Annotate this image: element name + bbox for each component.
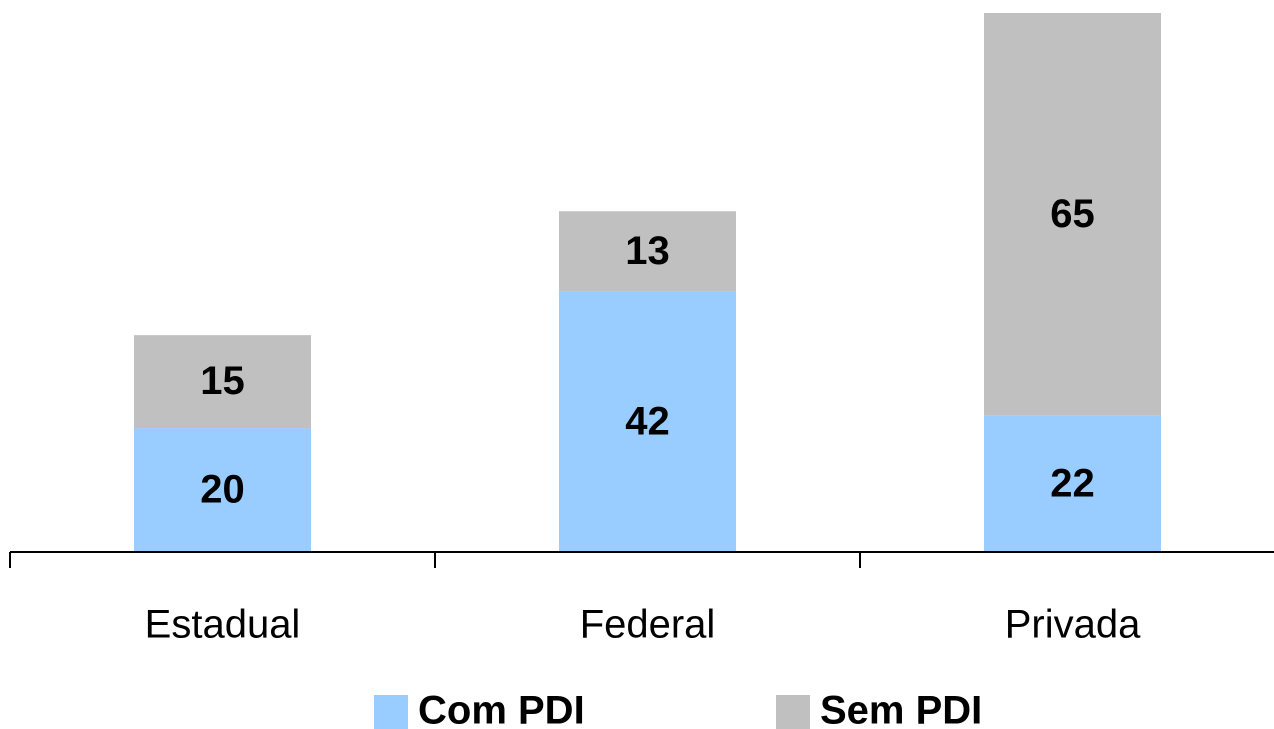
bar-segment <box>984 13 1161 416</box>
data-label: 20 <box>200 468 245 512</box>
data-label: 13 <box>625 229 670 273</box>
x-tick-label: Estadual <box>145 603 301 647</box>
legend-label: Sem PDI <box>820 689 982 729</box>
data-label: 42 <box>625 399 670 443</box>
data-label: 15 <box>200 359 245 403</box>
bar-segment <box>559 211 736 292</box>
x-tick-label: Federal <box>580 603 716 647</box>
data-label: 65 <box>1050 192 1095 236</box>
legend-swatch <box>776 695 810 729</box>
data-label: 22 <box>1050 461 1095 505</box>
x-tick-label: Privada <box>1005 603 1141 647</box>
bar-segment <box>134 428 311 552</box>
bar-segment <box>134 335 311 429</box>
bar-segment <box>984 415 1161 552</box>
legend-swatch <box>374 695 408 729</box>
legend-label: Com PDI <box>418 689 585 729</box>
bar-segment <box>559 291 736 552</box>
